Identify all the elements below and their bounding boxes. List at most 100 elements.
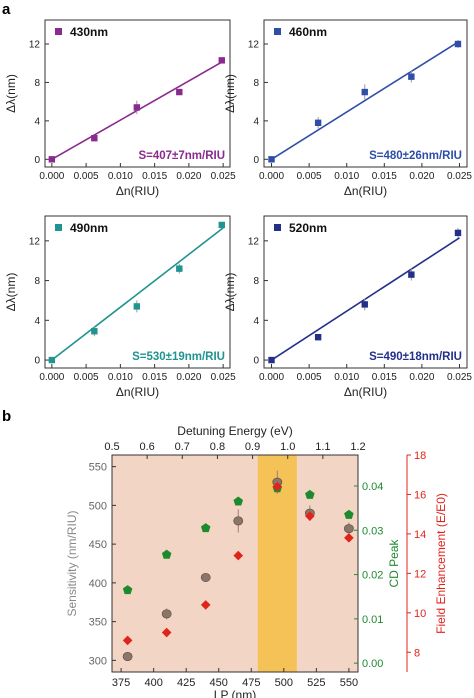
y-axis-label: Δλ(nm) — [4, 74, 18, 113]
sensitivity-point — [233, 516, 244, 526]
x-tick-label: 0.015 — [142, 171, 167, 182]
x-tick-label: 0.020 — [176, 171, 201, 182]
top-tick-label: 1.0 — [280, 441, 295, 453]
x-tick-label: 0.025 — [211, 372, 236, 383]
y-tick-label: 8 — [253, 78, 259, 89]
y-tick-label: 4 — [253, 116, 259, 127]
field-tick-label: 8 — [414, 647, 420, 659]
cd-tick-label: 0.01 — [362, 614, 383, 626]
y-tick-label: 4 — [253, 316, 259, 327]
top-tick-label: 1.2 — [350, 441, 365, 453]
top-tick-label: 1.1 — [315, 441, 330, 453]
data-point — [176, 265, 183, 272]
data-point — [361, 301, 368, 308]
fit-line — [271, 237, 460, 361]
plot-frame — [44, 19, 231, 168]
legend-label: 520nm — [289, 221, 327, 235]
x-tick-label: 0.025 — [447, 372, 472, 383]
x-tick-label: 0.010 — [334, 372, 359, 383]
x-tick-label: 0.005 — [74, 372, 99, 383]
data-point — [454, 40, 462, 48]
fit-line — [271, 40, 460, 160]
y-axis-label: Δλ(nm) — [4, 273, 18, 312]
chart-lp-summary: 375 400 425 450 475 500 525 550 LP (nm) 0.5 0.6 0.7… — [65, 424, 448, 698]
y-tick-label: 12 — [248, 40, 260, 51]
top-tick-label: 0.6 — [139, 441, 154, 453]
sensitivity-point — [200, 572, 211, 582]
x-axis-label: LP (nm) — [214, 688, 256, 698]
data-point — [408, 271, 415, 278]
cd-peak-point — [200, 523, 211, 533]
left-tick-label: 300 — [89, 655, 107, 667]
x-axis-label: Δn(RIU) — [116, 184, 159, 198]
data-point — [48, 356, 56, 364]
x-tick-label: 550 — [340, 677, 358, 689]
data-point — [268, 356, 275, 364]
sensitivity-point — [161, 609, 172, 619]
field-tick-label: 16 — [414, 489, 426, 501]
field-enhancement-point — [200, 600, 211, 610]
data-point — [314, 119, 322, 127]
y-tick-label: 4 — [34, 316, 40, 327]
y-tick-label: 12 — [29, 236, 41, 247]
x-tick-label: 0.015 — [372, 171, 397, 182]
x-tick-label: 0.010 — [108, 372, 133, 383]
field-enhancement-point — [344, 533, 354, 543]
field-tick-label: 10 — [414, 608, 426, 620]
x-tick-label: 375 — [112, 677, 130, 689]
x-tick-label: 0.005 — [297, 171, 322, 182]
chart-460nm: 0.000 0.005 0.010 0.015 0.020 0.025 0 4 8 12 Δn(RI… — [223, 19, 472, 198]
left-tick-label: 550 — [89, 462, 107, 474]
data-point — [48, 156, 56, 163]
chart-520nm: 0.000 0.005 0.010 0.015 0.020 0.025 0 4 8 12 Δn(RI… — [223, 215, 472, 399]
top-tick-label: 0.5 — [104, 441, 119, 453]
chart-490nm: 0.000 0.005 0.010 0.015 0.020 0.025 0 4 8 12 Δn(RI… — [4, 215, 236, 399]
x-axis-label: Δn(RIU) — [344, 385, 387, 399]
legend-label: 430nm — [70, 25, 108, 39]
y-axis-label: Δλ(nm) — [223, 273, 237, 312]
top-axis-label: Detuning Energy (eV) — [177, 424, 292, 438]
cd-peak-point — [161, 549, 172, 559]
x-axis-label: Δn(RIU) — [344, 184, 387, 198]
x-tick-label: 0.015 — [372, 372, 397, 383]
sensitivity-point — [343, 524, 354, 534]
data-point — [91, 328, 98, 335]
y-tick-label: 8 — [253, 276, 259, 287]
legend-swatch — [55, 28, 62, 35]
x-tick-label: 0.020 — [409, 372, 434, 383]
data-point — [408, 73, 415, 80]
plot-frame — [44, 215, 231, 369]
y-tick-label: 0 — [34, 356, 40, 367]
x-tick-label: 0.010 — [108, 171, 133, 182]
x-tick-label: 0.015 — [142, 372, 167, 383]
panel-label-b: b — [2, 408, 11, 425]
legend-swatch — [55, 224, 62, 231]
data-point — [268, 156, 275, 163]
panel-label-a: a — [2, 1, 11, 18]
x-tick-label: 0.005 — [297, 372, 322, 383]
cd-peak-point — [344, 509, 354, 519]
y-tick-label: 0 — [253, 155, 259, 166]
x-tick-label: 0.025 — [447, 171, 472, 182]
field-tick-label: 14 — [414, 529, 426, 541]
top-tick-label: 0.7 — [175, 441, 190, 453]
cd-tick-label: 0.04 — [362, 481, 383, 493]
left-tick-label: 500 — [89, 500, 107, 512]
x-tick-label: 0.000 — [39, 372, 64, 383]
y-tick-label: 8 — [34, 78, 40, 89]
cd-peak-point — [122, 585, 133, 595]
top-tick-label: 0.8 — [210, 441, 225, 453]
data-point — [218, 221, 225, 229]
x-tick-label: 0.000 — [259, 372, 284, 383]
cd-peak-point — [305, 489, 315, 499]
data-point — [218, 57, 225, 64]
field-enhancement-point — [233, 550, 244, 561]
x-tick-label: 0.005 — [74, 171, 99, 182]
data-point — [454, 229, 462, 237]
x-tick-label: 0.020 — [409, 171, 434, 182]
cd-tick-label: 0.03 — [362, 525, 383, 537]
sensitivity-point — [122, 651, 133, 661]
x-axis-label: Δn(RIU) — [116, 385, 159, 399]
left-tick-label: 400 — [89, 578, 107, 590]
